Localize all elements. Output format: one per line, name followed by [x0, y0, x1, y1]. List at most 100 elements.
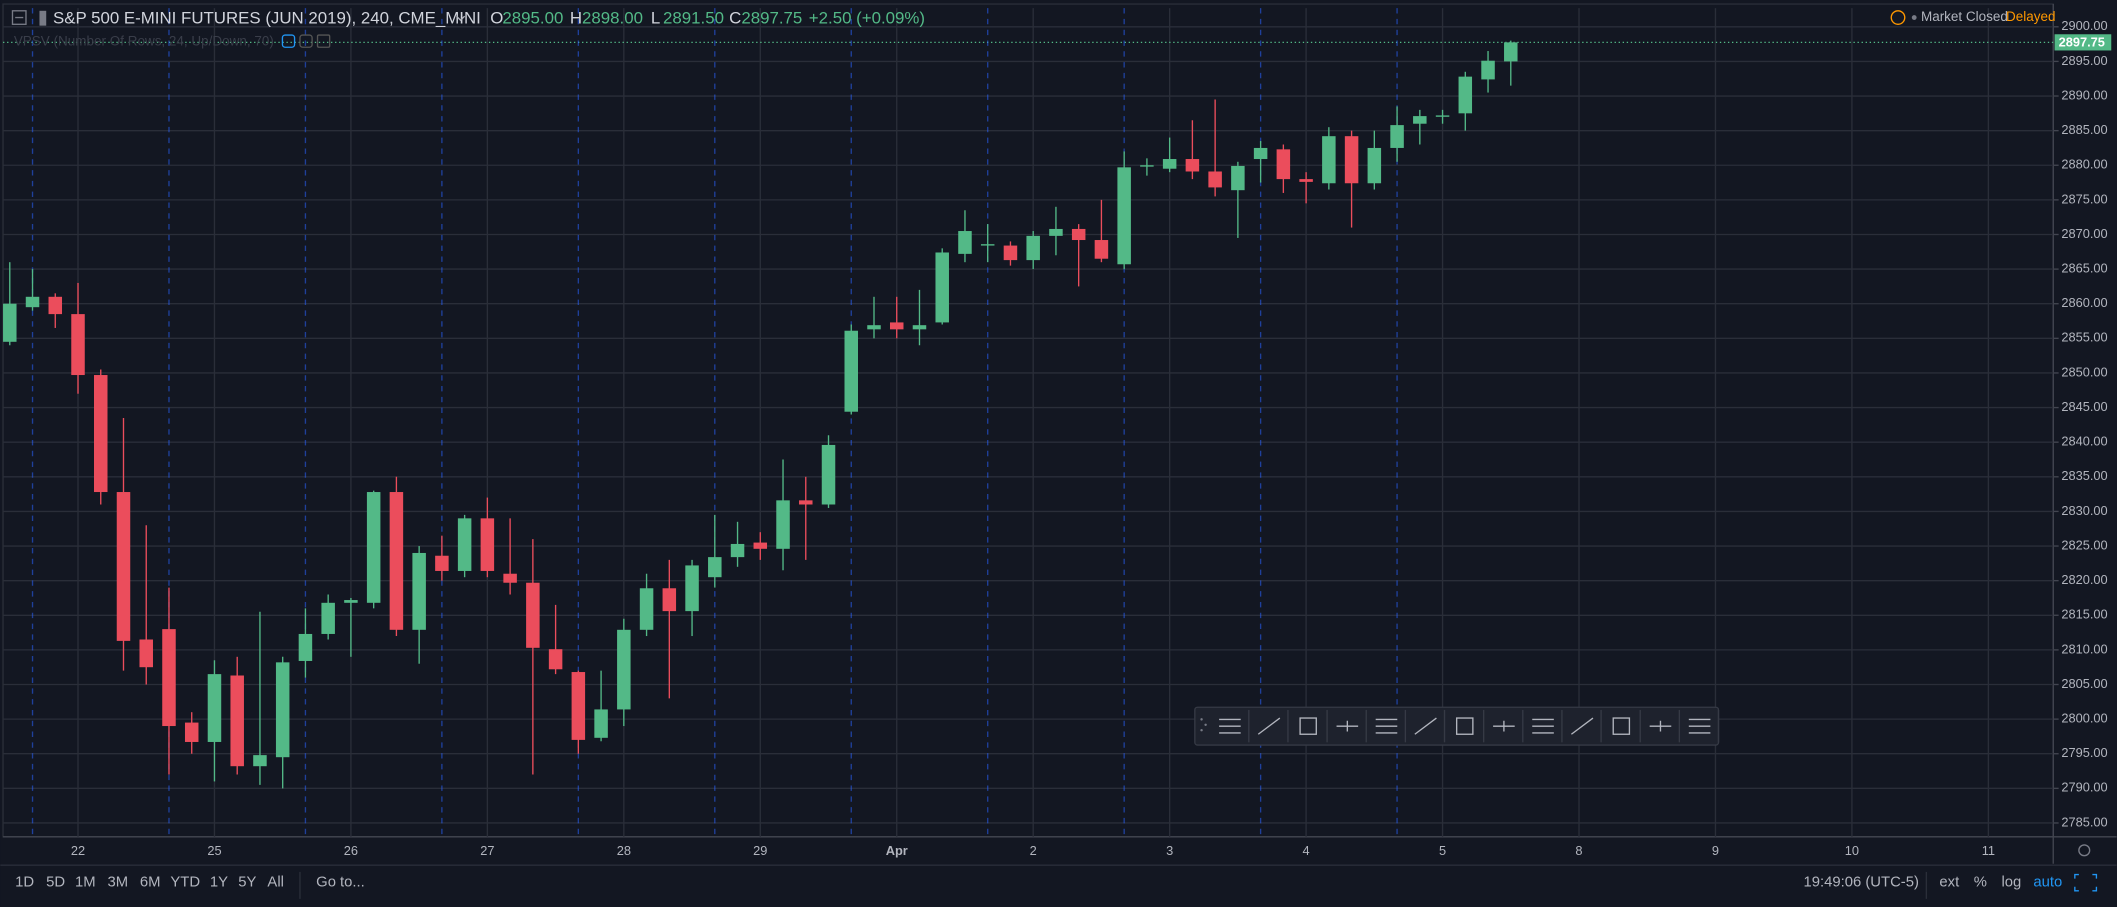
scale-option[interactable]: auto [2033, 875, 2062, 891]
range-button[interactable]: 1Y [210, 875, 228, 891]
x-tick-label: 4 [1303, 843, 1310, 858]
collapse-button[interactable] [11, 10, 27, 25]
y-tick-label: 2825.00 [2061, 537, 2107, 552]
y-tick-label: 2785.00 [2061, 814, 2107, 829]
x-tick-label: 10 [1845, 843, 1859, 858]
candle-body [526, 582, 540, 648]
candle-body [435, 555, 449, 571]
x-tick-label: 5 [1439, 843, 1446, 858]
y-tick-label: 2815.00 [2061, 607, 2107, 622]
ohlc-value: 2891.50 [663, 8, 724, 27]
candle-body [1071, 228, 1086, 241]
footer: 1D 5D 1M 3M 6M YTD 1Y 5Y All Go to... 19:49:06 (UT… [15, 875, 2062, 891]
candle-body [1367, 147, 1382, 184]
symbol-icon [39, 10, 47, 26]
candle-body [1390, 125, 1404, 148]
candle-body [685, 565, 699, 612]
candle-body [1435, 115, 1450, 117]
y-tick-label: 2830.00 [2061, 503, 2107, 518]
x-tick-label: 11 [1982, 843, 1995, 858]
indicator-visibility[interactable] [281, 34, 296, 48]
candle-body [162, 629, 176, 727]
x-tick-label: 29 [753, 843, 767, 858]
candle-body [1299, 179, 1313, 182]
y-tick-label: 2860.00 [2061, 295, 2107, 310]
y-tick-label: 2875.00 [2061, 191, 2107, 206]
range-button[interactable]: 5D [46, 875, 65, 891]
candle-body [594, 709, 608, 738]
range-button[interactable]: 1M [75, 875, 96, 891]
y-tick-label: 2885.00 [2061, 122, 2107, 137]
candle-body [1208, 171, 1222, 188]
candle-body [207, 674, 222, 742]
candle-body [1413, 116, 1427, 124]
clock: 19:49:06 (UTC-5) [1804, 875, 1919, 891]
scale-option[interactable]: log [2001, 875, 2021, 891]
x-tick-label: 28 [617, 843, 631, 858]
tool-icon [1336, 720, 1359, 732]
candle-body [412, 552, 426, 630]
tool-icon [1375, 718, 1398, 734]
candle-body [71, 314, 85, 376]
ohlc-value: 2898.00 [582, 8, 643, 27]
axis-settings[interactable] [2078, 844, 2091, 857]
x-tick-label: Apr [886, 843, 908, 858]
candle-body [548, 649, 563, 670]
candle-body [366, 492, 381, 603]
drag-handle [1200, 728, 1203, 732]
indicator-settings[interactable] [299, 34, 313, 48]
tool-icon [1455, 717, 1474, 735]
range-button[interactable]: YTD [170, 875, 200, 891]
y-tick-label: 2840.00 [2061, 434, 2107, 449]
candle-body [1185, 159, 1200, 172]
candle-body [298, 633, 313, 661]
fullscreen-button[interactable] [2074, 873, 2098, 892]
market-status: Market Closed [1921, 9, 2008, 24]
candle-body [571, 672, 586, 740]
candle-body [1344, 136, 1359, 184]
drag-handle [1200, 718, 1203, 721]
candle-body [639, 588, 654, 630]
candle-body [275, 662, 290, 758]
x-tick-label: 26 [344, 843, 358, 858]
y-tick-label: 2845.00 [2061, 399, 2107, 414]
candle-body [821, 444, 836, 505]
delay-status: Delayed [2006, 9, 2055, 24]
indicator-remove[interactable] [316, 34, 331, 48]
range-button[interactable]: 1D [15, 875, 34, 891]
candle-body [230, 675, 244, 767]
range-button[interactable]: 6M [140, 875, 161, 891]
candle-body [708, 557, 722, 578]
candle-body [776, 500, 790, 549]
scale-option[interactable]: % [1974, 875, 1987, 891]
candle-body [184, 722, 199, 742]
symbol-title[interactable]: S&P 500 E-MINI FUTURES (JUN 2019), 240, … [53, 8, 481, 27]
range-button[interactable]: All [267, 875, 283, 891]
candle-body [503, 573, 517, 583]
candle-body [867, 325, 881, 330]
y-tick-label: 2820.00 [2061, 572, 2107, 587]
range-button[interactable]: 3M [107, 875, 128, 891]
drawing-tool-button[interactable] [1446, 710, 1484, 742]
ohlc-value: 2895.00 [502, 8, 563, 27]
range-button[interactable]: 5Y [238, 875, 256, 891]
goto-button[interactable]: Go to... [316, 875, 365, 891]
symbol-chevron[interactable] [456, 15, 466, 22]
drawing-tool-button[interactable] [1602, 710, 1640, 742]
ohlc-key: H [570, 8, 582, 27]
scale-option[interactable]: ext [1939, 875, 1960, 891]
candle-body [1049, 228, 1063, 236]
ohlc-value: 2897.75 [741, 8, 802, 27]
x-tick-label: 2 [1030, 843, 1037, 858]
x-tick-label: 8 [1575, 843, 1582, 858]
bottom-toolbar [0, 865, 2117, 907]
indicator-title[interactable]: VPSV (Number Of Rows, 24, Up/Down, 70) [14, 33, 274, 48]
candle-body [935, 252, 949, 323]
y-tick-label: 2835.00 [2061, 468, 2107, 483]
drawing-tool-button[interactable] [1289, 710, 1327, 742]
y-tick-label: 2865.00 [2061, 260, 2107, 275]
candle-body [389, 492, 404, 630]
y-tick-label: 2855.00 [2061, 330, 2107, 345]
status-dot [1911, 15, 1917, 20]
